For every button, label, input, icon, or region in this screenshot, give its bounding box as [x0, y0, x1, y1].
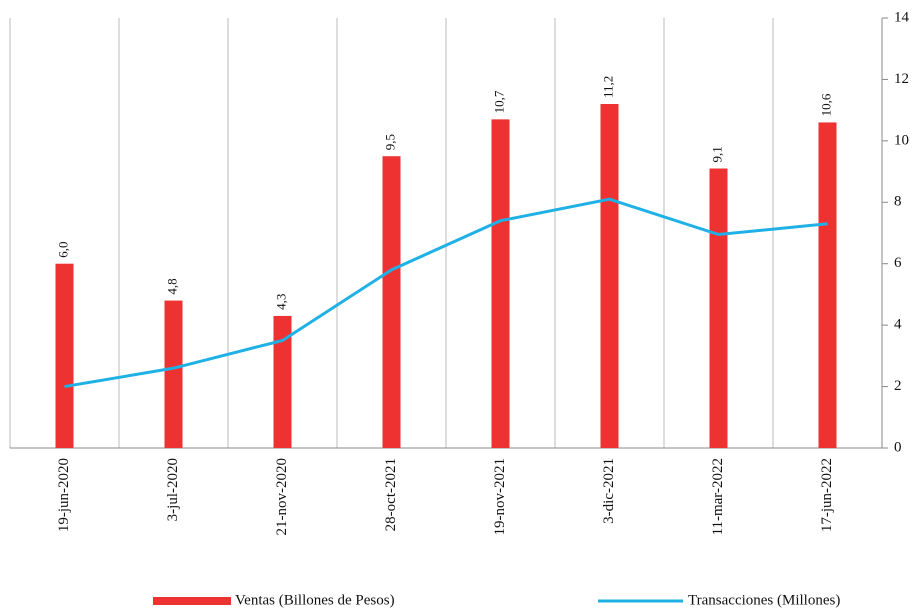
bar	[382, 156, 401, 448]
value-label: 4,8	[164, 278, 179, 294]
value-label: 10,6	[818, 93, 833, 116]
y-tick-label: 10	[894, 132, 909, 148]
legend-label: Ventas (Billones de Pesos)	[235, 592, 395, 608]
x-tick-label: 17-jun-2022	[819, 458, 835, 532]
y-tick-label: 4	[894, 317, 902, 333]
y-tick-label: 12	[894, 71, 909, 87]
bar	[55, 263, 74, 448]
bar	[164, 300, 183, 448]
bar	[600, 104, 619, 448]
x-tick-label: 19-jun-2020	[56, 458, 72, 532]
y-tick-label: 8	[894, 194, 902, 210]
legend-swatch	[153, 597, 231, 605]
bar	[273, 315, 292, 448]
x-tick-label: 3-dic-2021	[601, 458, 617, 524]
x-tick-label: 3-jul-2020	[165, 458, 181, 521]
x-tick-label: 21-nov-2020	[274, 458, 290, 536]
legend-label: Transacciones (Millones)	[688, 592, 840, 608]
value-label: 11,2	[600, 76, 615, 98]
value-label: 10,7	[491, 90, 506, 113]
x-tick-label: 11-mar-2022	[710, 458, 726, 535]
y-tick-label: 0	[894, 439, 902, 455]
x-tick-label: 28-oct-2021	[383, 458, 399, 531]
line	[64, 197, 828, 389]
y-tick-label: 6	[894, 255, 902, 271]
value-label: 6,0	[55, 241, 70, 257]
bar	[491, 119, 510, 448]
y-tick-label: 14	[894, 9, 910, 25]
y-tick-label: 2	[894, 378, 902, 394]
value-label: 9,5	[382, 134, 397, 150]
value-label: 9,1	[709, 146, 724, 162]
bar	[818, 122, 837, 448]
bar	[709, 168, 728, 448]
value-label: 4,3	[273, 294, 288, 310]
x-tick-label: 19-nov-2021	[492, 458, 508, 536]
